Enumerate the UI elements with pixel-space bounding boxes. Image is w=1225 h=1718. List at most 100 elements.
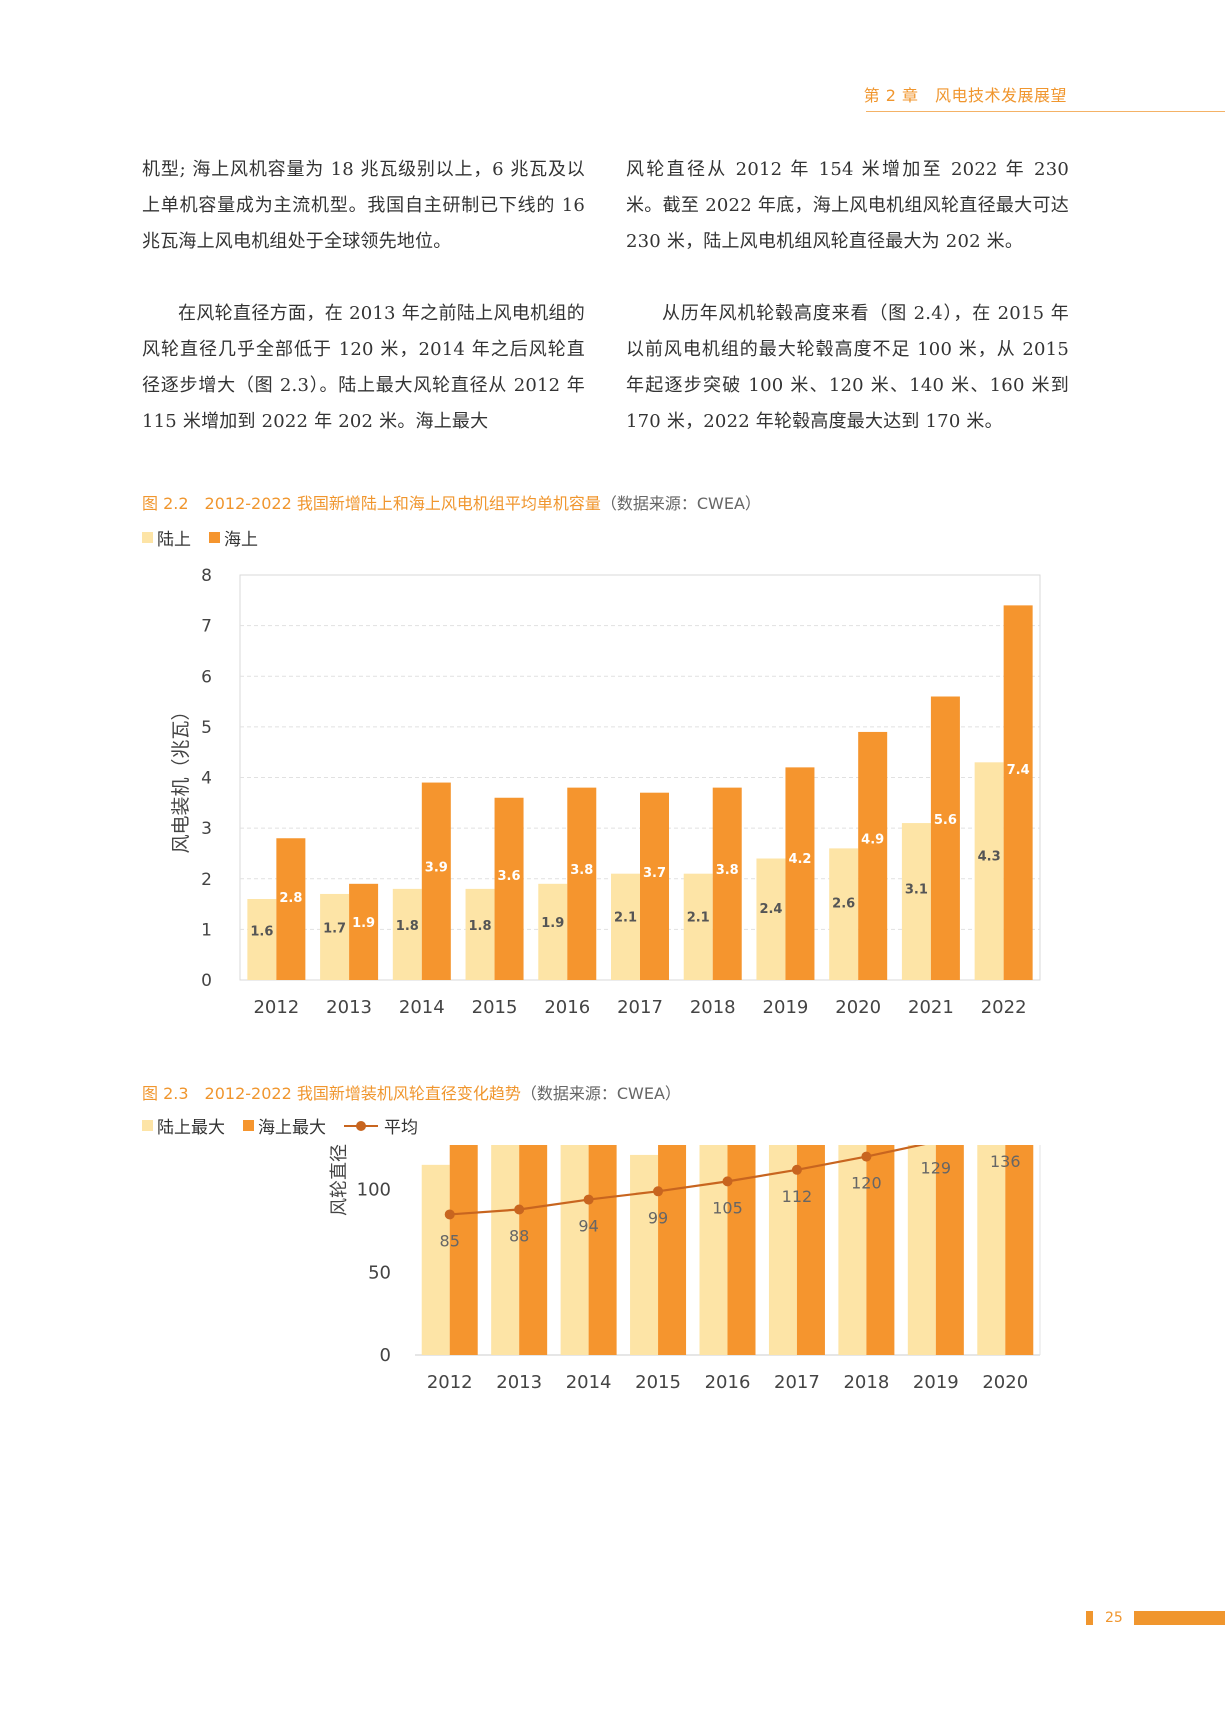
bar-onshore bbox=[392, 888, 422, 980]
x-tick-label: 2017 bbox=[774, 1372, 820, 1393]
data-label-offshore: 4.9 bbox=[861, 833, 884, 848]
x-tick-label: 2012 bbox=[427, 1372, 473, 1393]
figure-2-3-legend: 陆上最大 海上最大 平均 bbox=[142, 1113, 436, 1138]
y-tick-label: 1 bbox=[201, 920, 212, 940]
data-label-onshore: 2.1 bbox=[614, 911, 637, 926]
data-label-onshore: 1.8 bbox=[396, 919, 419, 934]
bar-onshore-max bbox=[768, 1145, 797, 1355]
right-paragraph-1: 风轮直径从 2012 年 154 米增加至 2022 年 230 米。截至 20… bbox=[626, 159, 1069, 252]
bar-onshore bbox=[683, 873, 713, 980]
x-tick-label: 2015 bbox=[472, 997, 518, 1018]
y-tick-label: 0 bbox=[380, 1345, 391, 1366]
data-label-offshore: 2.8 bbox=[279, 891, 302, 906]
x-tick-label: 2021 bbox=[908, 997, 954, 1018]
legend-item-onshore-max: 陆上最大 bbox=[142, 1113, 225, 1138]
x-tick-label: 2022 bbox=[981, 997, 1027, 1018]
average-data-label: 85 bbox=[440, 1231, 460, 1250]
bar-onshore bbox=[974, 762, 1004, 980]
bar-offshore bbox=[1003, 605, 1033, 980]
average-data-label: 120 bbox=[851, 1174, 882, 1193]
average-point bbox=[791, 1164, 802, 1175]
data-label-offshore: 3.8 bbox=[570, 863, 593, 878]
average-point bbox=[722, 1176, 733, 1187]
figure-2-2-source: （数据来源：CWEA） bbox=[600, 494, 761, 513]
bar-onshore-max bbox=[560, 1145, 589, 1355]
bar-onshore-max bbox=[699, 1145, 728, 1355]
y-axis-label: 风电装机（兆瓦） bbox=[170, 701, 192, 853]
average-data-label: 88 bbox=[509, 1226, 529, 1245]
bar-offshore bbox=[640, 792, 669, 980]
legend-label-onshore: 陆上 bbox=[157, 530, 191, 550]
bar-offshore-max bbox=[449, 1145, 478, 1355]
bar-onshore-max bbox=[421, 1164, 450, 1355]
page-number: 25 bbox=[1105, 1610, 1123, 1626]
data-label-offshore: 7.4 bbox=[1007, 763, 1030, 778]
average-data-label: 136 bbox=[990, 1152, 1021, 1171]
legend-swatch-onshore bbox=[142, 532, 153, 543]
y-tick-label: 7 bbox=[201, 617, 212, 637]
x-tick-label: 2015 bbox=[635, 1372, 681, 1393]
legend-label-offshore: 海上 bbox=[224, 530, 258, 550]
average-point bbox=[653, 1186, 664, 1197]
y-axis-label: 风轮直径 bbox=[329, 1144, 350, 1216]
bar-onshore bbox=[538, 883, 568, 980]
data-label-offshore: 1.9 bbox=[352, 916, 375, 931]
y-tick-label: 50 bbox=[368, 1262, 391, 1283]
bar-onshore bbox=[465, 888, 495, 980]
average-point bbox=[583, 1194, 594, 1205]
y-tick-label: 4 bbox=[201, 769, 212, 789]
bar-onshore bbox=[901, 823, 931, 980]
legend-swatch-onshore-max bbox=[142, 1120, 153, 1131]
bar-onshore-max bbox=[838, 1145, 867, 1355]
legend-label-average: 平均 bbox=[384, 1118, 418, 1138]
bar-onshore-max bbox=[630, 1154, 659, 1355]
legend-label-onshore-max: 陆上最大 bbox=[157, 1118, 225, 1138]
page-number-bar bbox=[1134, 1611, 1225, 1625]
x-tick-label: 2013 bbox=[496, 1372, 542, 1393]
data-label-offshore: 3.9 bbox=[425, 860, 448, 875]
page-number-block: 25 bbox=[1086, 1610, 1225, 1626]
data-label-onshore: 2.4 bbox=[759, 902, 782, 917]
x-tick-label: 2019 bbox=[763, 997, 809, 1018]
data-label-offshore: 5.6 bbox=[934, 813, 957, 828]
data-label-onshore: 4.3 bbox=[978, 849, 1001, 864]
x-tick-label: 2014 bbox=[566, 1372, 612, 1393]
figure-2-3-caption: 图 2.3 2012-2022 我国新增装机风轮直径变化趋势（数据来源：CWEA… bbox=[142, 1080, 681, 1104]
data-label-onshore: 2.1 bbox=[687, 911, 710, 926]
x-tick-label: 2018 bbox=[690, 997, 736, 1018]
x-tick-label: 2016 bbox=[544, 997, 590, 1018]
bar-onshore bbox=[247, 899, 277, 980]
average-data-label: 112 bbox=[782, 1187, 813, 1206]
bar-offshore bbox=[930, 696, 960, 980]
average-point bbox=[861, 1151, 872, 1162]
bar-offshore-max bbox=[796, 1145, 825, 1355]
legend-item-onshore: 陆上 bbox=[142, 525, 191, 550]
figure-2-3-source: （数据来源：CWEA） bbox=[520, 1084, 681, 1103]
data-label-onshore: 1.6 bbox=[250, 924, 273, 939]
figure-2-3-label: 图 2.3 2012-2022 我国新增装机风轮直径变化趋势 bbox=[142, 1084, 521, 1103]
average-data-label: 129 bbox=[921, 1159, 952, 1178]
bar-offshore bbox=[276, 838, 306, 980]
data-label-onshore: 3.1 bbox=[905, 883, 928, 898]
legend-swatch-offshore bbox=[209, 532, 220, 543]
data-label-onshore: 2.6 bbox=[832, 897, 855, 912]
bar-onshore bbox=[829, 848, 859, 980]
y-tick-label: 3 bbox=[201, 819, 212, 839]
legend-label-offshore-max: 海上最大 bbox=[258, 1118, 326, 1138]
legend-item-offshore-max: 海上最大 bbox=[243, 1113, 326, 1138]
x-tick-label: 2014 bbox=[399, 997, 445, 1018]
legend-item-offshore: 海上 bbox=[209, 525, 258, 550]
y-tick-label: 2 bbox=[201, 870, 212, 890]
average-data-label: 94 bbox=[578, 1217, 598, 1236]
bar-offshore bbox=[494, 797, 524, 980]
figure-2-3-chart: 0 50 100 风轮直径 2012 2013 2014 2015 2016 2017 2018 20… bbox=[329, 1144, 1041, 1393]
figure-2-2-chart: 0 1 2 3 4 5 6 7 8 风电装机（兆瓦） 2012 1.6 2.8 2013 1.7 1.9 201… bbox=[170, 566, 1041, 1018]
data-label-onshore: 1.9 bbox=[541, 916, 564, 931]
bar-offshore bbox=[421, 782, 451, 980]
y-tick-label: 6 bbox=[201, 667, 212, 687]
bar-offshore-max bbox=[658, 1145, 687, 1355]
data-label-offshore: 3.8 bbox=[716, 863, 739, 878]
left-paragraph-1: 机型; 海上风机容量为 18 兆瓦级别以上，6 兆瓦及以上单机容量成为主流机型。… bbox=[142, 159, 585, 252]
bar-offshore-max bbox=[935, 1145, 964, 1355]
header-rule bbox=[866, 111, 1225, 112]
